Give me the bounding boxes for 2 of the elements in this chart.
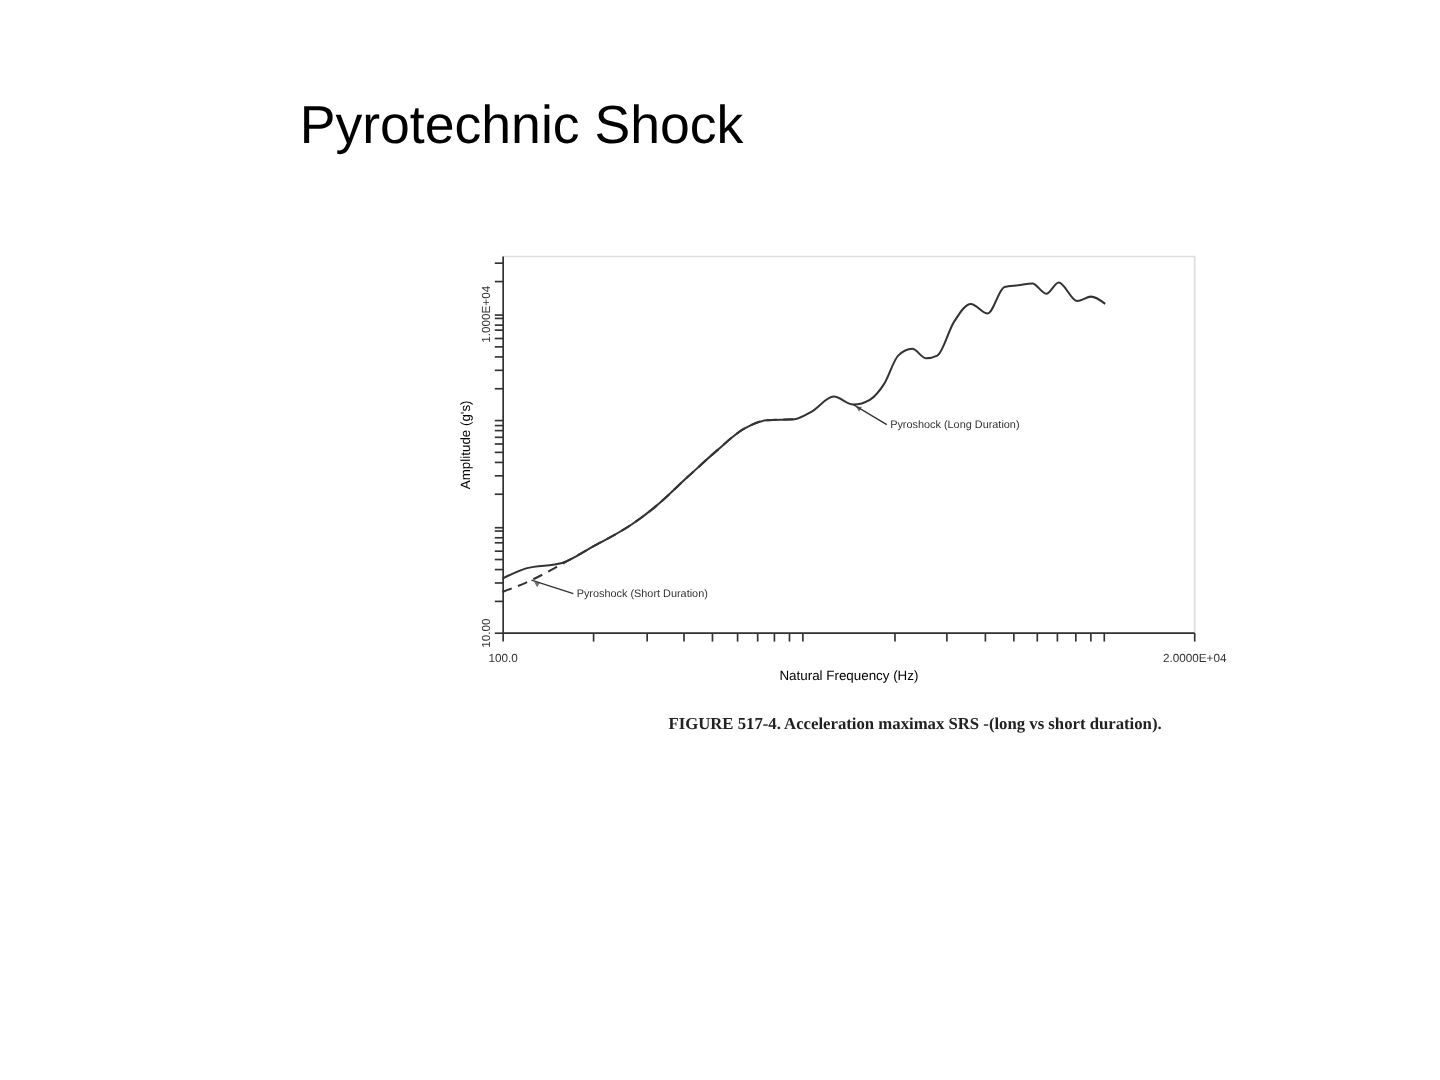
chart-title: Pyrotechnic Shock — [299, 95, 745, 156]
caption: FIGURE 517-4. Acceleration maximax SRS -(long vs short duration). — [668, 715, 1162, 734]
